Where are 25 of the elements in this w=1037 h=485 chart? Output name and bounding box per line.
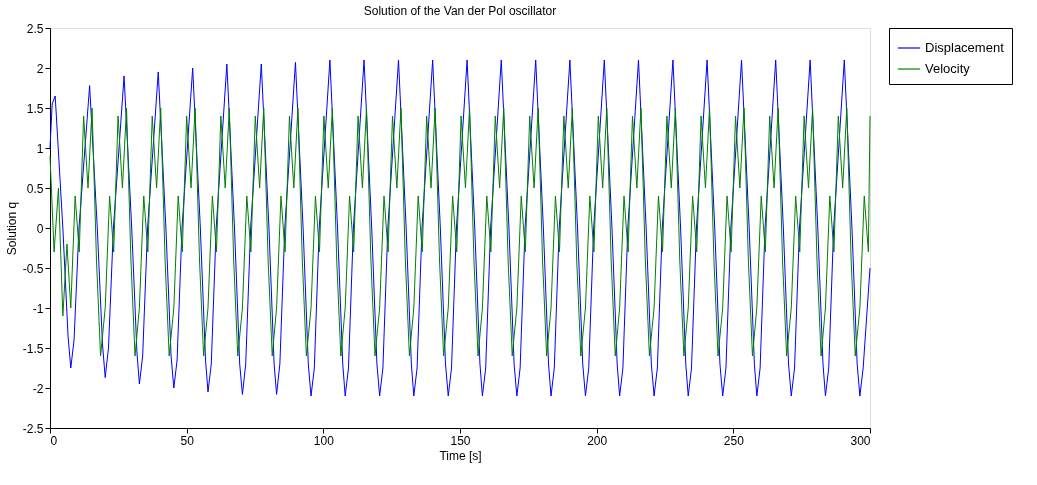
x-axis-title: Time [s]: [439, 448, 482, 463]
chart-title: Solution of the Van der Pol oscillator: [363, 4, 557, 18]
x-tick-label: 200: [587, 433, 608, 448]
y-tick-label: 1: [36, 141, 44, 156]
y-tick-label: -1: [32, 301, 44, 316]
x-tick-label: 0: [50, 433, 58, 448]
y-axis-title: Solution q: [4, 201, 19, 256]
x-tick-label: 50: [180, 433, 195, 448]
x-tick-label: 300: [850, 433, 871, 448]
y-tick-label: 2: [36, 61, 44, 76]
y-tick-label: 0: [36, 221, 44, 236]
x-tick-label: 100: [313, 433, 335, 448]
x-tick-label: 150: [450, 433, 471, 448]
y-tick-label: -2: [32, 381, 44, 396]
legend-label: Velocity: [925, 61, 971, 76]
y-tick-label: -0.5: [22, 261, 44, 276]
y-tick-label: 0.5: [26, 181, 44, 196]
y-tick-label: 1.5: [26, 101, 44, 116]
y-tick-label: 2.5: [26, 21, 44, 36]
x-tick-label: 250: [723, 433, 745, 448]
line-series: [49, 107, 871, 357]
y-tick-label: -2.5: [22, 421, 44, 436]
y-tick-label: -1.5: [22, 341, 44, 356]
line-series: [49, 59, 871, 397]
legend-label: Displacement: [925, 40, 1005, 55]
